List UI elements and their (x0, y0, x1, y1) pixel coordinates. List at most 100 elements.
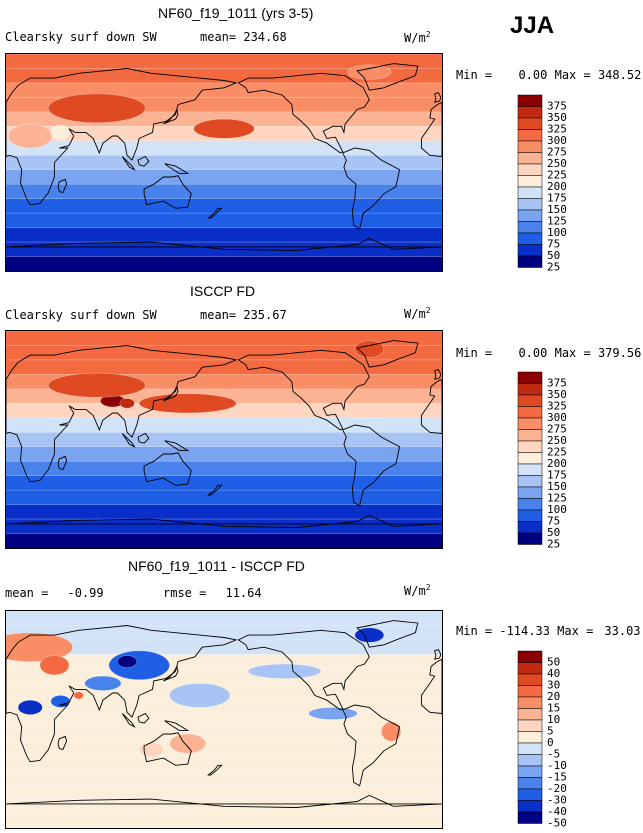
zonal-band (6, 755, 442, 771)
colorbar-swatch (517, 94, 543, 107)
field-anomaly (48, 93, 146, 124)
colorbar-swatch (517, 383, 543, 396)
colorbar-tick-label: -20 (547, 782, 567, 795)
field-anomaly (48, 372, 146, 398)
colorbar-swatch (517, 152, 543, 165)
field-anomaly (108, 650, 170, 681)
coastline (143, 732, 192, 766)
colorbar-swatch (517, 198, 543, 211)
colorbar-tick-label: 75 (547, 238, 560, 251)
zonal-band (6, 417, 442, 433)
colorbar-swatch (517, 186, 543, 199)
zonal-band (6, 712, 442, 728)
zonal-band (6, 331, 442, 346)
panel3-map (5, 610, 443, 829)
colorbar-swatch (517, 731, 543, 744)
panel3-min-value: -114.33 (499, 624, 550, 638)
colorbar-tick-label: -30 (547, 794, 567, 807)
coastline (237, 72, 370, 154)
coastline (434, 92, 442, 103)
colorbar-swatch (517, 244, 543, 257)
panel3-minmax: Min = -114.33 Max = 33.03 (456, 624, 641, 638)
zonal-band (6, 198, 442, 214)
panel3-mean: mean = -0.99 (5, 586, 104, 600)
zonal-band (6, 155, 442, 171)
field-anomaly (138, 742, 164, 758)
colorbar-tick-label: 250 (547, 434, 567, 447)
colorbar-tick-label: -50 (547, 817, 567, 830)
colorbar-tick-label: 40 (547, 667, 560, 680)
colorbar-tick-label: 100 (547, 503, 567, 516)
colorbar-swatch (517, 452, 543, 465)
coastline (342, 424, 401, 507)
colorbar-swatch (517, 140, 543, 153)
coastline (137, 712, 150, 724)
coastline (207, 207, 223, 219)
field-anomaly (308, 707, 358, 720)
field-anomaly (354, 627, 385, 643)
colorbar-swatch (517, 475, 543, 488)
colorbar-tick-label: 350 (547, 388, 567, 401)
coastline (420, 101, 442, 157)
field-anomaly (119, 398, 135, 409)
colorbar-tick-label: 100 (547, 226, 567, 239)
colorbar-tick-label: 50 (547, 656, 560, 669)
colorbar-tick-label: 175 (547, 469, 567, 482)
panel2-min-label: Min = (456, 346, 493, 360)
field-anomaly (381, 721, 402, 742)
colorbar-tick-label: 15 (547, 702, 560, 715)
panel1-map (5, 53, 443, 272)
zonal-band (6, 227, 442, 243)
panel2-colorbar-svg: 3753503253002752502252001751501251007550… (517, 371, 567, 551)
panel3-min-label: Min = (456, 624, 493, 638)
zonal-band (6, 184, 442, 200)
panel1-colorbar-svg: 3753503253002752502252001751501251007550… (517, 94, 567, 274)
colorbar-tick-label: 10 (547, 713, 560, 726)
panel1-mean: mean= 234.68 (200, 30, 287, 44)
colorbar-swatch (517, 175, 543, 188)
panel2-mean-label: mean= (200, 308, 237, 322)
coastline (57, 455, 68, 471)
panel3-rmse-value: 11.64 (225, 586, 262, 600)
colorbar-swatch (517, 673, 543, 686)
coastline (143, 175, 192, 209)
panel1-minmax: Min = 0.00 Max = 348.52 (456, 68, 641, 82)
coastline (143, 452, 192, 486)
colorbar-swatch (517, 811, 543, 824)
field-anomaly (117, 655, 138, 668)
coastline (6, 794, 442, 808)
colorbar-tick-label: 25 (547, 261, 560, 274)
colorbar-tick-label: 225 (547, 446, 567, 459)
colorbar-swatch (517, 221, 543, 234)
zonal-band (6, 213, 442, 229)
panel2-mean: mean= 235.67 (200, 308, 287, 322)
coastline (6, 514, 442, 528)
coastline (163, 665, 179, 682)
colorbar-tick-label: 300 (547, 134, 567, 147)
panel3-title: NF60_f19_1011 - ISCCP FD (128, 558, 305, 574)
colorbar-tick-label: 375 (547, 377, 567, 390)
colorbar-tick-label: 75 (547, 515, 560, 528)
field-anomaly (73, 691, 84, 700)
colorbar-tick-label: 250 (547, 157, 567, 170)
panel2-max-label: Max = (554, 346, 591, 360)
colorbar-swatch (517, 486, 543, 499)
zonal-band (6, 611, 442, 626)
panel1-mean-label: mean= (200, 30, 237, 44)
colorbar-swatch (517, 800, 543, 813)
season-label: JJA (510, 12, 555, 39)
coastline (420, 378, 442, 434)
colorbar-swatch (517, 163, 543, 176)
colorbar-tick-label: 20 (547, 690, 560, 703)
coastline (163, 385, 179, 402)
coastline (164, 720, 190, 731)
coastline (137, 432, 150, 444)
colorbar-swatch (517, 754, 543, 767)
colorbar-tick-label: 275 (547, 146, 567, 159)
colorbar-tick-label: 225 (547, 169, 567, 182)
field-anomaly (169, 733, 207, 754)
colorbar-tick-label: 350 (547, 111, 567, 124)
zonal-band (6, 54, 442, 69)
units-exponent: 2 (425, 30, 431, 39)
colorbar-swatch (517, 429, 543, 442)
